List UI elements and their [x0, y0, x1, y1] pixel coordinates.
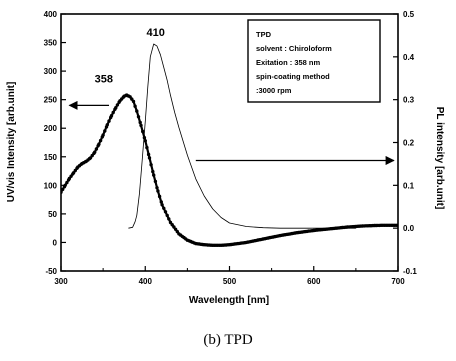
left-tick-label: 200 [44, 124, 58, 133]
uv-vis-data-point [143, 139, 147, 143]
uv-vis-data-point [151, 169, 155, 174]
peak-label-410: 410 [146, 27, 164, 39]
uv-vis-data-point [131, 99, 136, 104]
figure-caption: (b) TPD [203, 332, 253, 348]
left-axis-ticks: -50 0 50 100 150 200 250 300 350 400 [44, 10, 66, 276]
uv-vis-data-point [93, 150, 97, 154]
left-tick-label: 100 [44, 181, 58, 190]
legend-line-1: TPD [256, 30, 272, 39]
uv-vis-data-point [146, 152, 151, 157]
left-tick-label: -50 [45, 267, 57, 276]
x-tick-label: 400 [139, 277, 153, 286]
uv-vis-data-point [98, 138, 103, 143]
right-axis-label: PL intensity [arb.unit] [434, 107, 445, 210]
right-axis-ticks: -0.1 0.0 0.1 0.2 0.3 0.4 0.5 [393, 10, 417, 276]
uv-vis-data-point [153, 179, 158, 184]
uv-vis-data-point [107, 119, 111, 123]
x-tick-label: 500 [223, 277, 237, 286]
pl-emission-line [128, 43, 356, 229]
left-tick-label: 300 [44, 67, 58, 76]
uv-vis-data-point [109, 114, 114, 118]
uv-vis-data-point [61, 187, 65, 192]
uv-vis-data-point [159, 200, 163, 204]
uv-vis-data-point [149, 163, 153, 167]
left-tick-label: 50 [48, 210, 57, 219]
uv-vis-data-point [111, 110, 115, 115]
x-axis-ticks: 300 400 500 600 700 [54, 266, 405, 286]
uv-vis-data-point [152, 173, 156, 177]
x-axis-label: Wavelength [nm] [189, 295, 269, 306]
uv-vis-data-point [163, 210, 168, 214]
uv-vis-data-point [97, 142, 101, 146]
uv-vis-data-point [145, 145, 149, 150]
uv-vis-data-point [165, 213, 169, 218]
x-tick-label: 600 [307, 277, 321, 286]
right-tick-label: 0.0 [403, 224, 415, 233]
left-tick-label: 0 [53, 238, 58, 247]
uv-vis-data-point [141, 129, 145, 134]
uv-vis-data-point [61, 190, 63, 194]
left-tick-label: 350 [44, 39, 58, 48]
uv-vis-data-point [157, 194, 162, 199]
right-tick-label: -0.1 [403, 267, 417, 276]
legend-line-5: :3000 rpm [256, 86, 292, 95]
uv-vis-data-point [115, 103, 120, 107]
left-tick-label: 400 [44, 10, 58, 19]
right-tick-label: 0.1 [403, 181, 415, 190]
right-tick-label: 0.2 [403, 139, 415, 148]
legend-line-3: Exitation : 358 nm [256, 58, 321, 67]
left-axis-label: UV/vis Intensity [arb.unit] [6, 82, 17, 203]
x-tick-label: 300 [54, 277, 68, 286]
left-tick-label: 250 [44, 96, 58, 105]
uv-vis-data-point [167, 217, 171, 221]
legend-line-2: solvent : Chiroloform [256, 44, 332, 53]
legend-frame [247, 19, 381, 103]
uv-vis-data-point [63, 183, 67, 187]
uv-vis-data-point [136, 115, 141, 119]
left-tick-label: 150 [44, 153, 58, 162]
uv-vis-data-point [114, 106, 118, 110]
uv-vis-data-point [94, 147, 99, 151]
uv-vis-data-point [160, 203, 164, 207]
uv-vis-data-point [147, 156, 152, 160]
uv-vis-data-point [139, 123, 143, 128]
uv-vis-data-point [396, 223, 398, 227]
uv-vis-data-point [133, 104, 137, 108]
uv-vis-data-point [156, 189, 160, 193]
right-tick-label: 0.5 [403, 10, 415, 19]
series-layer [61, 43, 398, 247]
legend-box: TPD solvent : Chiroloform Exitation : 35… [247, 19, 381, 103]
uv-vis-data-point [101, 133, 105, 137]
uv-vis-data-point [155, 186, 159, 190]
uv-vis-data-point [138, 120, 142, 125]
uv-vis-data-point [103, 129, 107, 133]
x-tick-label: 700 [391, 277, 405, 286]
uv-vis-data-point [135, 109, 139, 113]
uv-vis-data-point [105, 123, 110, 127]
legend-line-4: spin-coating method [256, 72, 330, 81]
uv-vis-data-point [162, 206, 166, 210]
uv-vis-data-point [65, 180, 69, 185]
right-tick-label: 0.3 [403, 96, 415, 105]
peak-label-358: 358 [95, 74, 113, 86]
right-tick-label: 0.4 [403, 53, 415, 62]
